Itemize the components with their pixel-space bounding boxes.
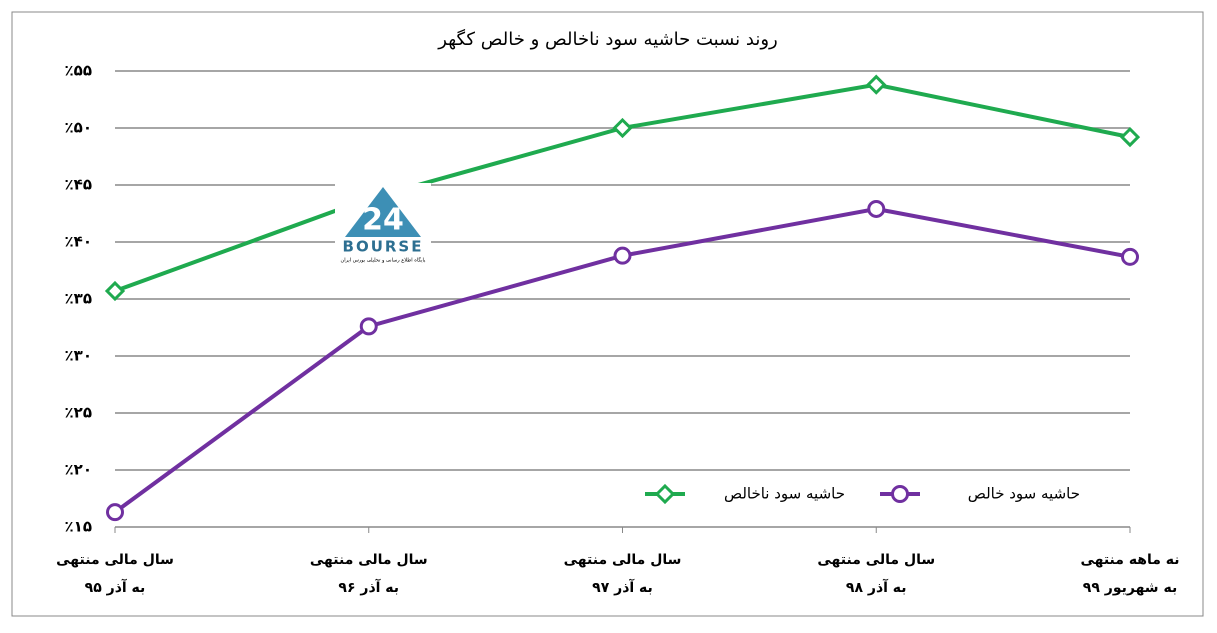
y-tick-label: ٪۴۵ [65, 176, 92, 194]
point [1121, 247, 1139, 266]
x-tick-label: سال مالی منتهی [310, 552, 428, 568]
logo-name: BOURSE [343, 238, 424, 256]
point [613, 246, 632, 265]
y-tick-label: ٪۵۰ [65, 119, 92, 137]
y-tick-label: ٪۴۰ [65, 233, 92, 251]
legend-label: حاشیه سود ناخالص [724, 485, 845, 503]
logo-triangle [345, 187, 421, 237]
x-tick-label: به آذر ۹۶ [338, 578, 399, 596]
y-tick-label: ٪۵۵ [65, 62, 92, 80]
point [359, 317, 378, 336]
x-tick-label: نه ماهه منتهی [1080, 552, 1179, 568]
logo-number: 24 [362, 203, 404, 238]
x-tick-label: سال مالی منتهی [564, 552, 682, 568]
point [106, 503, 124, 522]
chart-title: روند نسبت حاشیه سود ناخالص و خالص کگهر [437, 28, 777, 50]
x-tick-label: به آذر ۹۵ [85, 578, 146, 596]
legend-label: حاشیه سود خالص [968, 485, 1080, 503]
x-tick-label: به آذر ۹۷ [592, 578, 653, 596]
point [867, 199, 886, 218]
point [866, 74, 887, 95]
chart-frame [11, 11, 1204, 617]
x-tick-label: سال مالی منتهی [817, 552, 935, 568]
y-tick-label: ٪۲۰ [65, 461, 92, 479]
legend-marker [654, 483, 676, 505]
y-tick-label: ٪۳۰ [65, 347, 92, 365]
y-tick-label: ٪۲۵ [65, 404, 92, 422]
point [104, 280, 126, 302]
x-tick-label: به آذر ۹۸ [846, 578, 907, 596]
y-tick-label: ٪۱۵ [65, 518, 92, 536]
x-tick-label: سال مالی منتهی [56, 552, 174, 568]
y-tick-label: ٪۳۵ [65, 290, 92, 308]
legend-marker [891, 485, 909, 503]
logo-caption: پایگاه اطلاع رسانی و تحلیلی بورس ایران [341, 257, 426, 264]
point [612, 117, 633, 139]
x-tick-label: به شهریور ۹۹ [1083, 580, 1177, 596]
point [1119, 126, 1141, 148]
